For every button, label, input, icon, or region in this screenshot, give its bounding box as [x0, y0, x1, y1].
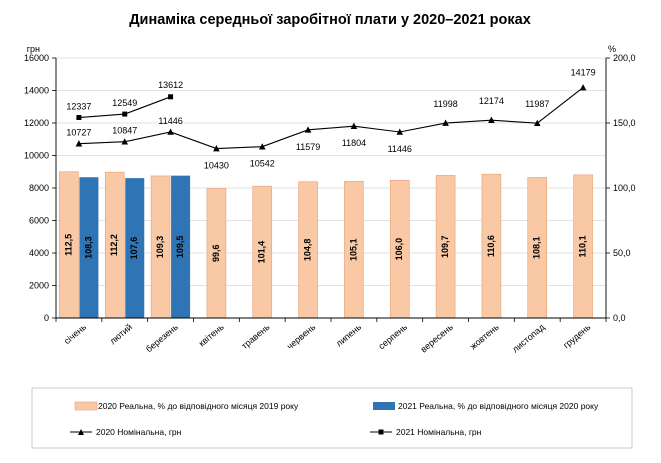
point-label-2021-nominal: 12337 — [66, 102, 91, 112]
x-axis-category-label: листопад — [510, 321, 547, 354]
bar-label-2020-real: 109,3 — [155, 236, 165, 259]
marker-2020-nominal — [167, 128, 174, 135]
legend-frame — [31, 387, 633, 449]
bars-group — [59, 171, 593, 319]
point-label-2020-nominal: 10542 — [250, 159, 275, 169]
x-axis-category-label: січень — [62, 322, 88, 346]
chart-title: Динаміка середньої заробітної плати у 20… — [129, 12, 531, 28]
x-axis-category-label: жовтень — [468, 322, 501, 352]
plot-area — [56, 57, 606, 286]
marker-2020-nominal — [396, 128, 404, 135]
left-axis-tick-label: 2000 — [29, 281, 49, 291]
bar-label-2020-real: 105,1 — [348, 238, 358, 261]
left-axis-unit: грн — [27, 44, 40, 54]
point-label-2020-nominal: 12174 — [479, 96, 504, 106]
left-axis-tick-label: 8000 — [29, 183, 49, 193]
left-axis-tick-label: 12000 — [24, 118, 49, 128]
right-axis-tick-label: 0,0 — [613, 313, 626, 323]
legend-label-2021-nominal: 2021 Номінальна, грн — [396, 427, 482, 437]
left-axis-tick-label: 4000 — [29, 248, 49, 258]
bar-label-2020-real: 106,0 — [394, 238, 404, 261]
x-axis-category-label: вересень — [419, 322, 455, 355]
right-axis-unit: % — [608, 44, 616, 54]
marker-2021-nominal — [122, 111, 128, 117]
lines-group — [75, 84, 587, 152]
marker-2021-nominal — [76, 115, 82, 121]
bar-label-2020-real: 99,6 — [211, 244, 221, 262]
point-label-2020-nominal: 11998 — [433, 99, 457, 109]
point-label-2021-nominal: 13612 — [158, 80, 183, 90]
legend-label-2020-real: 2020 Реальна, % до відповідного місяця 2… — [98, 401, 299, 411]
marker-2020-nominal — [350, 122, 358, 129]
bar-label-2020-real: 101,4 — [257, 241, 267, 264]
bar-label-2021-real: 108,3 — [83, 236, 93, 259]
right-axis-tick-label: 100,0 — [613, 183, 636, 193]
point-label-2020-nominal: 14179 — [571, 68, 596, 78]
legend-swatch-2021-real — [373, 402, 395, 410]
marker-2020-nominal — [304, 126, 312, 133]
right-axis-tick-label: 150,0 — [613, 118, 636, 128]
point-label-2020-nominal: 11804 — [342, 138, 366, 148]
x-axis-category-label: травень — [239, 322, 271, 351]
bar-2021-real — [171, 175, 191, 318]
legend-triangle-marker — [78, 429, 84, 435]
legend-label-2021-real: 2021 Реальна, % до відповідного місяця 2… — [398, 401, 599, 411]
x-axis-category-label: лютий — [108, 322, 134, 346]
bar-label-2020-real: 112,5 — [63, 234, 73, 256]
point-label-2020-nominal: 11579 — [296, 142, 320, 152]
bar-label-2020-real: 110,1 — [577, 235, 587, 257]
x-axis-category-label: березень — [144, 322, 180, 355]
point-label-2020-nominal: 10430 — [204, 161, 229, 171]
line-2020-nominal — [78, 87, 584, 150]
bar-2021-real — [79, 177, 99, 318]
left-axis-tick-label: 6000 — [29, 216, 49, 226]
legend-swatch-2020-real — [74, 401, 98, 411]
x-axis-category-label: грудень — [561, 322, 592, 351]
point-label-2020-nominal: 10727 — [66, 128, 91, 138]
legend-square-marker — [378, 429, 384, 435]
marker-2020-nominal — [488, 116, 495, 123]
right-axis-tick-label: 200,0 — [613, 53, 636, 63]
marker-2020-nominal — [579, 84, 587, 91]
point-label-2020-nominal: 11446 — [158, 116, 182, 126]
left-axis-tick-label: 16000 — [24, 53, 49, 63]
point-label-2020-nominal: 11446 — [388, 144, 412, 154]
bar-label-2021-real: 107,6 — [129, 237, 139, 260]
point-label-2021-nominal: 12549 — [112, 98, 137, 108]
bar-label-2020-real: 109,7 — [440, 235, 450, 258]
bar-2021-real — [125, 178, 145, 318]
point-label-2020-nominal: 10847 — [112, 126, 137, 136]
marker-2020-nominal — [258, 143, 266, 150]
marker-2020-nominal — [213, 145, 220, 152]
legend: 2020 Реальна, % до відповідного місяця 2… — [31, 387, 633, 449]
x-axis-category-label: липень — [334, 322, 364, 349]
marker-2020-nominal — [533, 119, 541, 127]
right-axis-tick-label: 50,0 — [613, 248, 631, 258]
marker-2020-nominal — [121, 138, 129, 145]
left-axis-tick-label: 10000 — [24, 151, 49, 161]
point-label-2020-nominal: 11987 — [525, 99, 549, 109]
bar-label-2020-real: 112,2 — [109, 234, 119, 256]
left-axis-tick-label: 0 — [44, 313, 49, 323]
labels-group: 112,5 112,2 109,3 99,6 101,4 104,8 105,1 106,0 1… — [63, 68, 595, 264]
x-axis-category-label: серпень — [377, 322, 410, 352]
marker-2020-nominal — [442, 119, 449, 126]
bar-label-2020-real: 104,8 — [302, 239, 312, 262]
x-axis-category-label: червень — [285, 322, 318, 352]
bar-label-2020-real: 110,6 — [486, 235, 496, 257]
legend-label-2020-nominal: 2020 Номінальна, грн — [96, 427, 182, 437]
marker-2021-nominal — [168, 94, 174, 100]
left-axis-tick-label: 14000 — [24, 86, 49, 96]
marker-2020-nominal — [75, 140, 83, 147]
x-axis-category-label: квітень — [197, 322, 226, 349]
bar-label-2021-real: 109,5 — [175, 236, 185, 259]
bar-label-2020-real: 108,1 — [532, 236, 542, 259]
